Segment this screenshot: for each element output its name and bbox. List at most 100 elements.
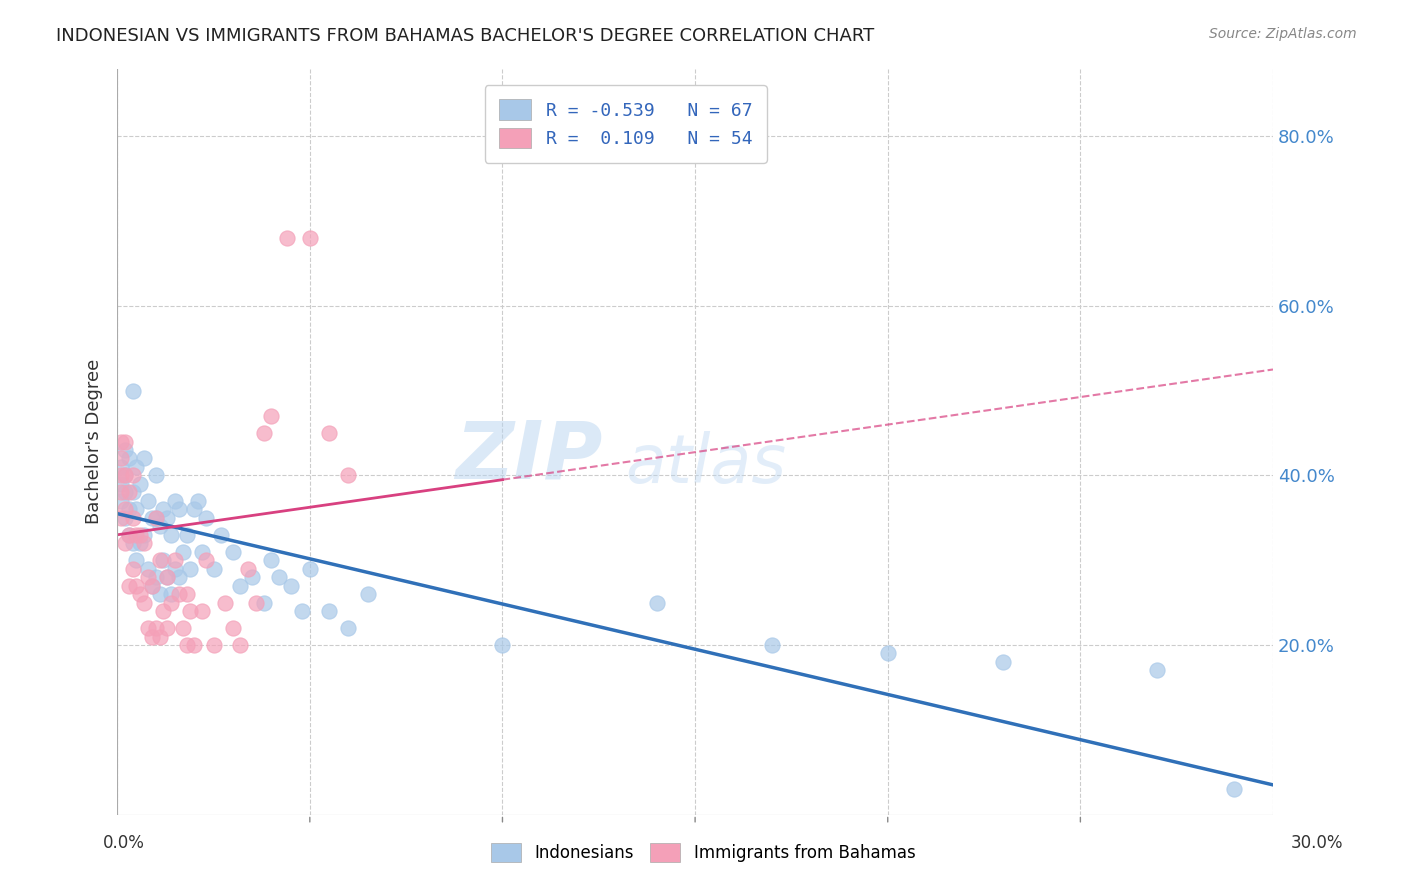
Point xyxy=(276,231,298,245)
Point xyxy=(167,570,190,584)
Point xyxy=(110,485,132,500)
Point xyxy=(125,460,148,475)
Point xyxy=(121,562,143,576)
Point xyxy=(141,579,163,593)
Point xyxy=(121,384,143,398)
Text: ZIP: ZIP xyxy=(456,417,603,495)
Point xyxy=(118,502,141,516)
Point xyxy=(318,604,340,618)
Point xyxy=(202,562,225,576)
Point xyxy=(114,468,136,483)
Point xyxy=(222,545,245,559)
Point xyxy=(183,638,205,652)
Point xyxy=(134,536,156,550)
Point xyxy=(152,553,174,567)
Legend: Indonesians, Immigrants from Bahamas: Indonesians, Immigrants from Bahamas xyxy=(482,834,924,871)
Point xyxy=(110,468,132,483)
Point xyxy=(129,528,152,542)
Text: INDONESIAN VS IMMIGRANTS FROM BAHAMAS BACHELOR'S DEGREE CORRELATION CHART: INDONESIAN VS IMMIGRANTS FROM BAHAMAS BA… xyxy=(56,27,875,45)
Point xyxy=(114,468,136,483)
Point xyxy=(163,553,186,567)
Point xyxy=(110,460,132,475)
Point xyxy=(291,604,314,618)
Point xyxy=(167,587,190,601)
Point xyxy=(194,511,217,525)
Point xyxy=(298,562,321,576)
Point xyxy=(110,511,132,525)
Point xyxy=(148,587,170,601)
Point xyxy=(125,502,148,516)
Point xyxy=(136,494,159,508)
Point xyxy=(163,562,186,576)
Text: Source: ZipAtlas.com: Source: ZipAtlas.com xyxy=(1209,27,1357,41)
Point xyxy=(129,477,152,491)
Point xyxy=(134,528,156,542)
Point xyxy=(1223,782,1246,797)
Point xyxy=(214,596,236,610)
Point xyxy=(125,553,148,567)
Point xyxy=(141,511,163,525)
Point xyxy=(134,596,156,610)
Point xyxy=(148,630,170,644)
Point xyxy=(337,621,360,635)
Point xyxy=(172,621,194,635)
Point xyxy=(141,630,163,644)
Point xyxy=(114,511,136,525)
Point xyxy=(337,468,360,483)
Point xyxy=(110,477,132,491)
Point xyxy=(187,494,209,508)
Point xyxy=(179,604,201,618)
Point xyxy=(993,655,1015,669)
Point xyxy=(118,528,141,542)
Point xyxy=(156,621,179,635)
Point xyxy=(645,596,668,610)
Point xyxy=(129,536,152,550)
Point xyxy=(152,502,174,516)
Point xyxy=(179,562,201,576)
Point xyxy=(209,528,232,542)
Point xyxy=(129,587,152,601)
Point xyxy=(156,570,179,584)
Text: 0.0%: 0.0% xyxy=(103,834,145,852)
Point xyxy=(121,511,143,525)
Point xyxy=(110,451,132,466)
Point xyxy=(118,579,141,593)
Point xyxy=(222,621,245,635)
Point xyxy=(125,579,148,593)
Point xyxy=(245,596,267,610)
Point xyxy=(118,528,141,542)
Point xyxy=(148,519,170,533)
Point xyxy=(229,579,252,593)
Point xyxy=(136,562,159,576)
Point xyxy=(145,468,167,483)
Point xyxy=(202,638,225,652)
Point xyxy=(280,579,302,593)
Point xyxy=(1146,664,1168,678)
Point xyxy=(356,587,378,601)
Point xyxy=(145,570,167,584)
Point xyxy=(761,638,783,652)
Point xyxy=(176,587,198,601)
Point xyxy=(110,434,132,449)
Point xyxy=(167,502,190,516)
Point xyxy=(141,579,163,593)
Point xyxy=(176,638,198,652)
Point xyxy=(121,485,143,500)
Point xyxy=(191,545,214,559)
Point xyxy=(121,536,143,550)
Point xyxy=(145,511,167,525)
Point xyxy=(318,425,340,440)
Point xyxy=(252,596,274,610)
Point xyxy=(238,562,260,576)
Point xyxy=(172,545,194,559)
Point xyxy=(298,231,321,245)
Point xyxy=(160,596,183,610)
Point xyxy=(134,451,156,466)
Point xyxy=(114,443,136,458)
Legend: R = -0.539   N = 67, R =  0.109   N = 54: R = -0.539 N = 67, R = 0.109 N = 54 xyxy=(485,85,768,163)
Point xyxy=(191,604,214,618)
Point xyxy=(121,468,143,483)
Point xyxy=(148,553,170,567)
Point xyxy=(110,494,132,508)
Point xyxy=(260,409,283,423)
